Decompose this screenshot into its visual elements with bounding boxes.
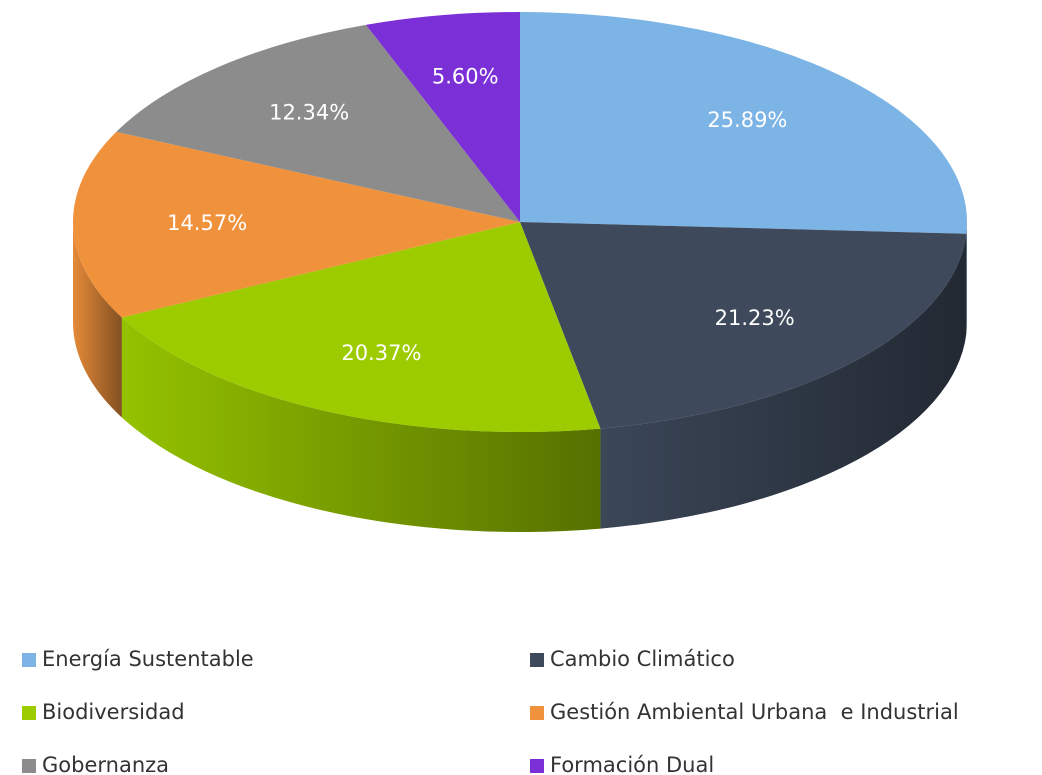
- slice: [520, 12, 967, 234]
- data-label: 20.37%: [341, 341, 421, 365]
- slice: [73, 131, 521, 318]
- legend-label: Gestión Ambiental Urbana e Industrial: [550, 700, 959, 724]
- legend-swatch: [530, 706, 544, 720]
- legend-label: Gobernanza: [42, 753, 169, 775]
- slice-side-shade: [966, 222, 967, 334]
- legend-label: Energía Sustentable: [42, 647, 254, 671]
- legend-swatch: [530, 653, 544, 667]
- slice: [520, 222, 967, 429]
- data-label: 12.34%: [269, 100, 349, 124]
- legend-swatch: [22, 706, 36, 720]
- legend-label: Biodiversidad: [42, 700, 185, 724]
- slice: [365, 12, 520, 222]
- data-label: 14.57%: [167, 211, 247, 235]
- slice-side-shade: [121, 317, 601, 532]
- slice-side-shade: [73, 222, 122, 418]
- data-label: 5.60%: [432, 64, 499, 88]
- legend-swatch: [22, 653, 36, 667]
- data-label: 25.89%: [707, 108, 787, 132]
- legend-label: Cambio Climático: [550, 647, 735, 671]
- legend-label: Formación Dual: [550, 753, 714, 775]
- data-label: 21.23%: [715, 306, 795, 330]
- legend-swatch: [22, 759, 36, 773]
- slice-side-shade: [600, 233, 967, 529]
- legend-swatch: [530, 759, 544, 773]
- slice: [116, 24, 520, 222]
- slice: [121, 222, 601, 432]
